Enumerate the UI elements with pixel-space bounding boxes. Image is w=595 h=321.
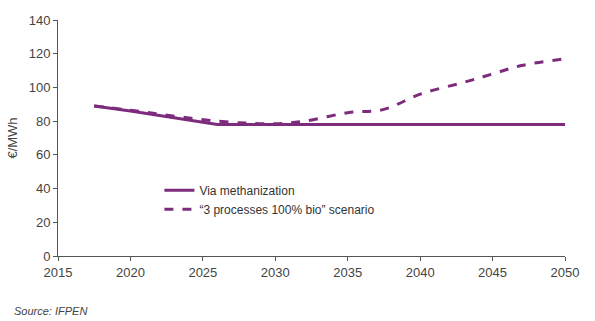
- svg-text:140: 140: [29, 13, 51, 28]
- svg-text:“3 processes 100% bio” scenari: “3 processes 100% bio” scenario: [199, 203, 374, 217]
- svg-text:2030: 2030: [261, 265, 290, 280]
- svg-text:100: 100: [29, 80, 51, 95]
- svg-text:2015: 2015: [44, 265, 73, 280]
- svg-text:2020: 2020: [116, 265, 145, 280]
- svg-text:Source: IFPEN: Source: IFPEN: [14, 305, 87, 317]
- svg-text:2025: 2025: [188, 265, 217, 280]
- svg-text:Via methanization: Via methanization: [199, 184, 294, 198]
- svg-text:60: 60: [36, 147, 50, 162]
- svg-text:2040: 2040: [406, 265, 435, 280]
- svg-text:40: 40: [36, 181, 50, 196]
- svg-text:20: 20: [36, 215, 50, 230]
- svg-text:€/MWh: €/MWh: [5, 117, 20, 158]
- svg-text:120: 120: [29, 46, 51, 61]
- svg-text:0: 0: [43, 249, 50, 264]
- svg-text:2035: 2035: [333, 265, 362, 280]
- svg-text:80: 80: [36, 114, 50, 129]
- svg-text:2050: 2050: [551, 265, 580, 280]
- svg-text:2045: 2045: [478, 265, 507, 280]
